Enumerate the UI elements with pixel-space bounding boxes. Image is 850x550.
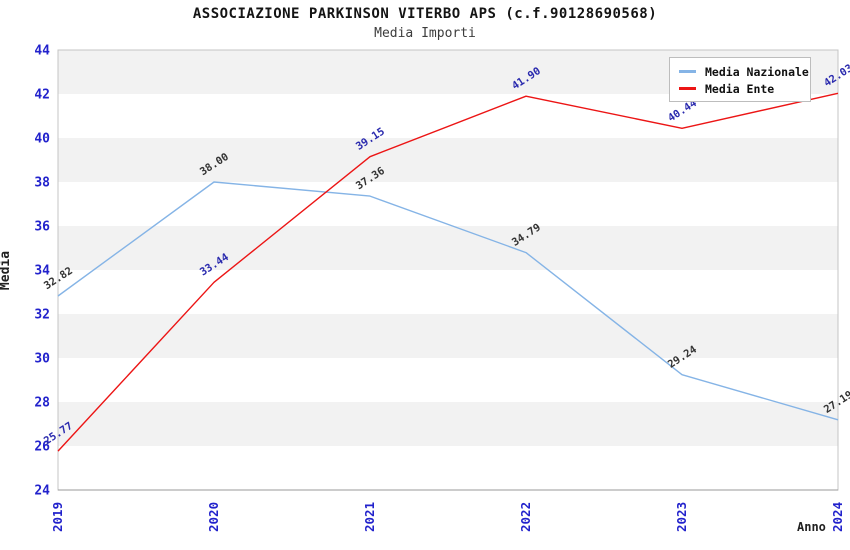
legend-swatch-media-nazionale (679, 70, 696, 73)
y-tick-label: 36 (34, 220, 50, 235)
grid-band (58, 358, 838, 402)
legend-label-media-ente: Media Ente (705, 81, 775, 96)
grid-band (58, 314, 838, 358)
x-tick-label: 2022 (518, 502, 533, 532)
x-tick-label: 2023 (674, 502, 689, 532)
y-tick-label: 42 (34, 88, 50, 103)
x-tick-label: 2021 (362, 502, 377, 532)
series-line-media-ente (57, 92, 839, 452)
legend: Media Nazionale Media Ente (669, 57, 811, 102)
legend-label-media-nazionale: Media Nazionale (705, 64, 809, 79)
y-axis-title: Media (0, 250, 14, 291)
y-tick-label: 24 (34, 484, 50, 499)
y-tick-label: 26 (34, 440, 50, 455)
x-tick-label: 2020 (206, 502, 221, 532)
legend-item-media-nazionale: Media Nazionale (679, 63, 810, 80)
y-tick-label: 34 (34, 264, 50, 279)
grid-band (58, 226, 838, 270)
chart-title: ASSOCIAZIONE PARKINSON VITERBO APS (c.f.… (192, 6, 658, 22)
chart-subtitle: Media Importi (374, 26, 476, 41)
y-tick-label: 40 (34, 132, 50, 147)
y-tick-label: 44 (34, 44, 50, 59)
legend-swatch-media-ente (679, 87, 696, 90)
grid-band (58, 182, 838, 226)
grid-band (58, 270, 838, 314)
x-tick-label: 2024 (830, 502, 845, 532)
legend-item-media-ente: Media Ente (679, 80, 810, 97)
y-tick-label: 38 (34, 176, 50, 191)
grid-band (58, 446, 838, 490)
x-tick-label: 2019 (50, 502, 65, 532)
y-tick-label: 30 (34, 352, 50, 367)
x-axis-title: Anno (797, 520, 826, 534)
grid-band (58, 402, 838, 446)
y-tick-label: 32 (34, 308, 50, 323)
grid-band (58, 138, 838, 182)
y-tick-label: 28 (34, 396, 50, 411)
series-line-media-nazionale (57, 181, 839, 421)
